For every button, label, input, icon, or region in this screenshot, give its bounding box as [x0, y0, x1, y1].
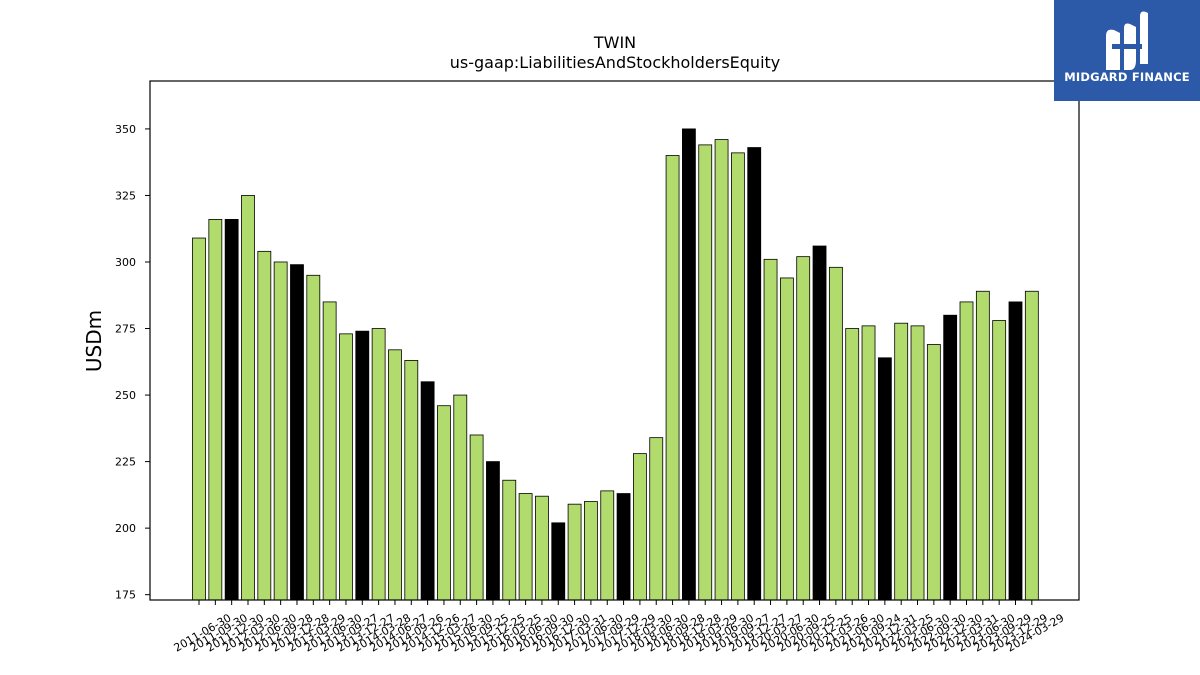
bar-2012-06-30: [257, 250, 272, 601]
bar-2016-06-30: [518, 493, 533, 601]
bar-2011-06-30: [192, 237, 206, 601]
bar-2012-12-28: [290, 264, 304, 601]
bar-2011-09-30: [208, 218, 223, 601]
bar-2023-06-30: [975, 290, 990, 601]
bar-2013-12-27: [355, 330, 370, 601]
bar-2013-09-27: [339, 333, 353, 601]
y-tick-label: 325: [115, 189, 136, 202]
y-axis-label: USDm: [82, 310, 106, 372]
bar-2023-12-29: [1008, 301, 1023, 601]
bar-2020-12-25: [812, 245, 827, 601]
bar-2022-12-30: [943, 314, 958, 601]
y-axis-ticks: 175 200 225 250 275 300 325 350: [115, 123, 150, 602]
bar-2013-03-29: [306, 274, 321, 601]
bar-2021-12-31: [877, 357, 892, 601]
y-tick-label: 300: [115, 256, 136, 269]
y-tick-label: 200: [115, 522, 136, 535]
bar-2014-09-26: [404, 360, 419, 601]
x-axis-ticks: 2011-06-302011-09-302011-12-302012-03-30…: [172, 600, 1066, 655]
chart-subtitle: us-gaap:LiabilitiesAndStockholdersEquity: [450, 53, 781, 72]
bar-2019-03-29: [698, 144, 713, 601]
bar-2022-06-30: [910, 325, 925, 601]
bar-2011-12-30: [224, 218, 239, 601]
bar-2015-03-27: [437, 405, 451, 601]
brand-name: MIDGARD FINANCE: [1064, 70, 1190, 84]
bar-2017-03-31: [567, 503, 582, 601]
bar-2015-06-30: [453, 394, 468, 601]
bar-2020-03-27: [763, 258, 778, 601]
y-tick-label: 250: [115, 389, 136, 402]
bar-2023-09-29: [992, 320, 1007, 601]
bar-2018-03-30: [633, 453, 647, 601]
bar-2019-09-27: [730, 152, 745, 601]
y-tick-label: 350: [115, 123, 136, 136]
bar-2015-09-25: [469, 434, 484, 601]
bar-2021-03-26: [828, 266, 843, 601]
bar-2016-09-30: [535, 495, 549, 601]
bar-2012-03-30: [241, 195, 255, 601]
bar-2017-12-29: [616, 493, 631, 601]
bar-2018-06-30: [649, 437, 664, 601]
bar-2013-06-30: [322, 301, 337, 601]
y-tick-label: 225: [115, 456, 136, 469]
bar-2015-12-25: [486, 461, 500, 601]
bars-group: [192, 128, 1039, 601]
bar-2019-12-27: [747, 147, 762, 601]
bar-2014-06-27: [388, 349, 402, 601]
bar-2019-06-30: [714, 139, 729, 601]
chart-title: TWIN: [593, 33, 636, 52]
bar-2023-03-31: [959, 301, 974, 601]
bar-2024-03-29: [1024, 290, 1039, 601]
bar-2020-09-25: [796, 256, 811, 601]
bar-2021-06-30: [845, 328, 860, 601]
bar-2018-12-28: [682, 128, 696, 601]
bar-2017-09-29: [600, 490, 615, 601]
bar-2014-12-26: [420, 381, 435, 601]
bar-2016-12-30: [551, 522, 566, 601]
bar-2021-09-24: [861, 325, 876, 601]
brand-logo: MIDGARD FINANCE: [1054, 0, 1200, 101]
bar-2014-03-28: [371, 328, 386, 601]
bar-2017-06-30: [584, 501, 598, 601]
bar-2018-09-28: [665, 155, 680, 601]
midgard-logo-icon: [1054, 0, 1200, 101]
bar-2022-03-25: [894, 322, 909, 601]
bar-2016-03-25: [502, 479, 517, 601]
y-tick-label: 275: [115, 323, 136, 336]
bar-2020-06-30: [779, 277, 794, 601]
bar-2012-09-28: [273, 261, 288, 601]
plot-frame: [149, 80, 1080, 601]
y-tick-label: 175: [115, 589, 136, 602]
bar-2022-09-30: [926, 344, 941, 601]
